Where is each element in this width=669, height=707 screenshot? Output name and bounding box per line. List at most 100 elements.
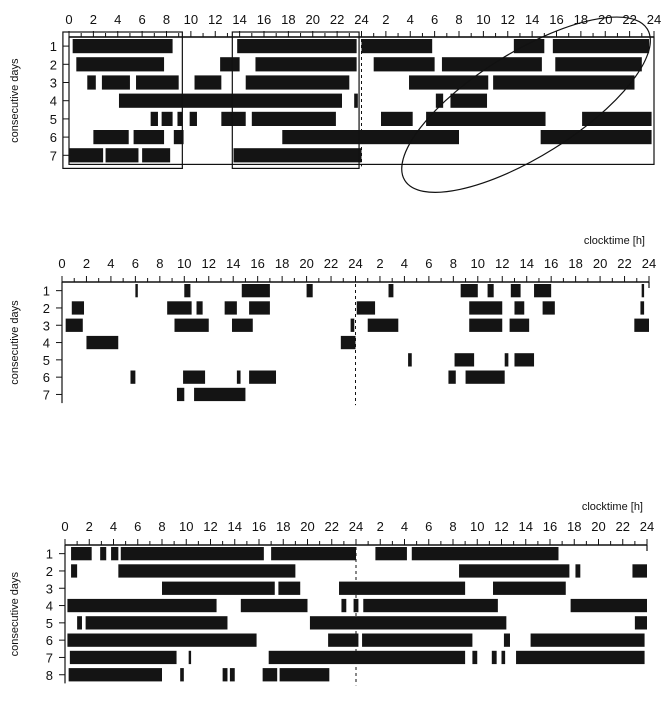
actogram-panel-3: clocktime [h] consecutive days 0 2 4 6 8 10 12… xyxy=(9,501,654,686)
actogram-panel-2: clocktime [h] consecutive days 0 2 4 6 8 10 12… xyxy=(9,235,656,406)
activity-bar xyxy=(241,284,270,298)
day-label: 2 xyxy=(50,57,57,72)
activity-bar xyxy=(513,39,545,54)
x-tick-label: 8 xyxy=(455,12,462,27)
activity-bar xyxy=(245,75,350,90)
day-label: 7 xyxy=(46,650,53,665)
x-tick-label: 10 xyxy=(184,12,198,27)
activity-bar xyxy=(555,57,642,72)
activity-bar xyxy=(361,39,433,54)
day-label: 4 xyxy=(46,599,53,614)
activity-bar xyxy=(262,668,278,682)
activity-bar xyxy=(459,564,570,578)
activity-bar xyxy=(367,318,399,332)
x-tick-label: 16 xyxy=(252,519,266,534)
activity-bar xyxy=(67,633,257,647)
activity-bar xyxy=(180,668,184,682)
x-tick-label: 4 xyxy=(114,12,121,27)
activity-bar xyxy=(454,353,475,367)
x-tick-label: 18 xyxy=(567,519,581,534)
activity-bar xyxy=(435,93,444,108)
x-tick-label: 22 xyxy=(622,12,636,27)
x-tick-label: 20 xyxy=(591,519,605,534)
highlight-box-afternoon xyxy=(231,31,360,169)
day-label: 2 xyxy=(46,564,53,579)
day-label: 4 xyxy=(50,94,57,109)
activity-bar xyxy=(640,301,645,315)
x-tick-label: 2 xyxy=(83,256,90,271)
activity-bar xyxy=(111,547,119,561)
activity-bar xyxy=(85,616,228,630)
activity-bar xyxy=(381,111,413,126)
x-tick-label: 24 xyxy=(640,519,654,534)
activity-bar xyxy=(224,301,237,315)
activity-bar xyxy=(71,547,92,561)
x-tick-label: 20 xyxy=(598,12,612,27)
activity-bar xyxy=(69,148,104,163)
activity-bar xyxy=(189,111,197,126)
activity-bar xyxy=(501,650,506,665)
x-tick-label: 14 xyxy=(226,256,240,271)
x-tick-label: 2 xyxy=(90,12,97,27)
activity-bar xyxy=(65,318,83,332)
activity-bar xyxy=(271,547,356,561)
activity-bar xyxy=(161,111,173,126)
activity-bar xyxy=(135,284,138,298)
x-tick-label: 8 xyxy=(450,256,457,271)
x-tick-label: 16 xyxy=(544,256,558,271)
activity-bar xyxy=(353,598,359,613)
activity-bar xyxy=(487,284,494,298)
activity-bar xyxy=(174,318,209,332)
activity-bar xyxy=(510,284,521,298)
activity-bar xyxy=(101,75,130,90)
x-tick-label: 16 xyxy=(549,12,563,27)
day-label: 1 xyxy=(46,547,53,562)
activity-bar xyxy=(69,650,177,665)
y-axis-label: consecutive days xyxy=(9,572,21,657)
x-tick-label: 4 xyxy=(401,256,408,271)
activity-bar xyxy=(196,301,203,315)
activity-bar xyxy=(120,547,264,561)
x-tick-label: 24 xyxy=(348,256,362,271)
activity-bar xyxy=(268,650,466,665)
x-tick-label: 2 xyxy=(382,12,389,27)
activity-bar xyxy=(341,598,347,613)
activity-bar xyxy=(194,75,222,90)
activity-bar xyxy=(278,581,301,595)
x-tick-label: 18 xyxy=(275,256,289,271)
activity-bar xyxy=(465,370,505,384)
day-label: 3 xyxy=(43,318,50,333)
x-tick-label: 8 xyxy=(158,519,165,534)
activity-bar xyxy=(356,301,376,315)
activity-bar xyxy=(184,284,191,298)
x-tick-label: 22 xyxy=(330,12,344,27)
activity-bar xyxy=(570,598,647,613)
day-label: 7 xyxy=(43,387,50,402)
y-axis-label: consecutive days xyxy=(9,300,21,385)
activity-bar xyxy=(118,564,296,578)
activity-bar xyxy=(309,616,507,630)
x-tick-label: 22 xyxy=(616,519,630,534)
x-tick-label: 20 xyxy=(300,519,314,534)
activity-bar xyxy=(249,301,270,315)
activity-bar xyxy=(504,353,509,367)
x-tick-label: 12 xyxy=(501,12,515,27)
day-label: 5 xyxy=(43,353,50,368)
activity-bar xyxy=(634,318,649,332)
x-tick-label: 10 xyxy=(471,256,485,271)
activity-bar xyxy=(388,284,394,298)
activity-bar xyxy=(542,301,555,315)
activity-bar xyxy=(142,148,171,163)
x-tick-label: 12 xyxy=(495,256,509,271)
day-label: 5 xyxy=(46,616,53,631)
activity-bar xyxy=(375,547,407,561)
activity-bar xyxy=(162,581,275,595)
day-label: 3 xyxy=(46,581,53,596)
activity-bar xyxy=(362,633,473,647)
activity-bar xyxy=(469,318,503,332)
x-tick-label: 10 xyxy=(476,12,490,27)
activity-bar xyxy=(634,616,647,630)
activity-bar xyxy=(575,564,581,578)
x-tick-label: 10 xyxy=(470,519,484,534)
